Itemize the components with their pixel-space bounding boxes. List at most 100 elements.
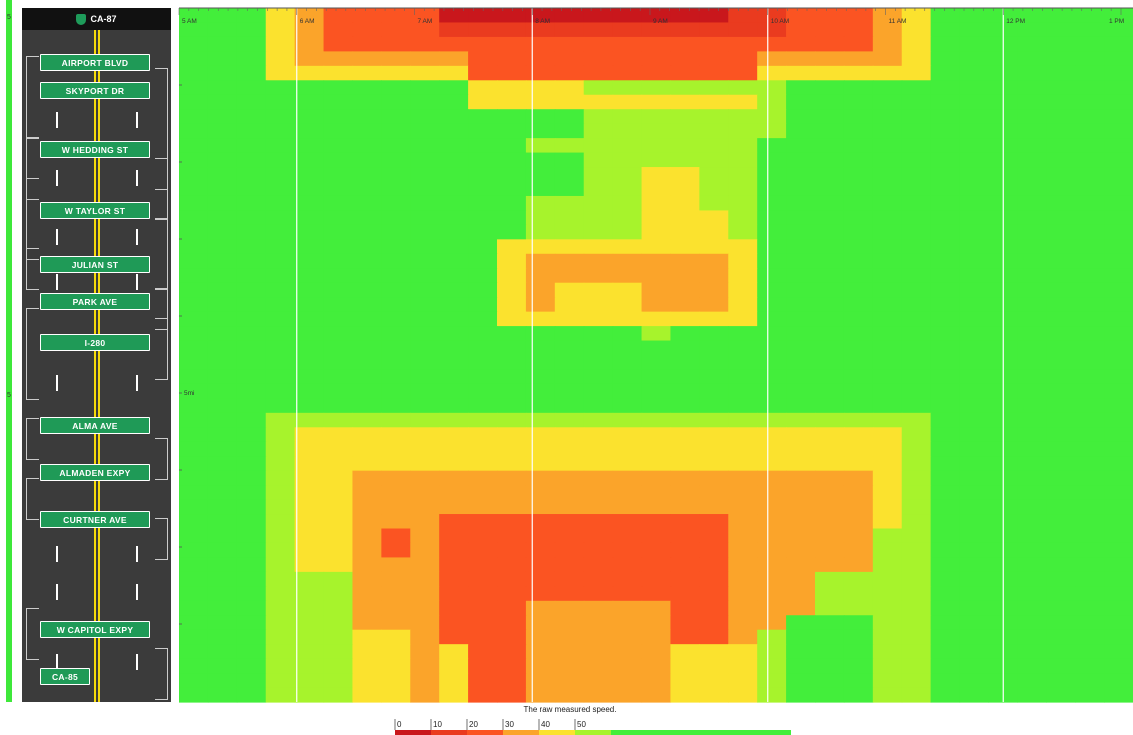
heatmap-cell: [525, 268, 556, 284]
heatmap-cell: [583, 138, 614, 154]
heatmap-cell: [236, 109, 267, 125]
heatmap-cell: [1075, 36, 1105, 52]
heatmap-cell: [381, 239, 411, 255]
heatmap-cell: [583, 412, 614, 428]
heatmap-cell: [930, 514, 961, 530]
heatmap-cell: [1046, 80, 1076, 96]
heatmap-cell: [583, 586, 614, 602]
heatmap-cell: [699, 8, 729, 24]
heatmap-cell: [843, 239, 874, 255]
heatmap-cell: [381, 470, 411, 486]
heatmap-cell: [323, 586, 354, 602]
heatmap-cell: [381, 383, 411, 399]
heatmap-cell: [1104, 51, 1133, 67]
heatmap-cell: [959, 571, 990, 587]
heatmap-cell: [959, 340, 990, 356]
heatmap-cell: [554, 138, 585, 154]
heatmap-cell: [294, 687, 325, 703]
heatmap-cell: [207, 311, 238, 327]
heatmap-cell: [872, 181, 903, 197]
heatmap-cell: [525, 94, 556, 110]
heatmap-cell: [786, 644, 816, 660]
heatmap-cell: [410, 138, 440, 154]
heatmap-cell: [410, 282, 440, 298]
heatmap-cell: [554, 398, 585, 414]
heatmap-cell: [179, 673, 209, 689]
heatmap-cell: [641, 499, 672, 515]
heatmap-cell: [872, 470, 903, 486]
heatmap-cell: [352, 557, 382, 573]
heatmap-cell: [381, 51, 411, 67]
heatmap-cell: [352, 181, 382, 197]
heatmap-cell: [294, 499, 325, 515]
heatmap-cell: [786, 441, 816, 457]
heatmap-cell: [525, 326, 556, 342]
heatmap-cell: [959, 586, 990, 602]
heatmap-cell: [1104, 152, 1133, 168]
lane-dash: [136, 170, 138, 186]
heatmap-cell: [757, 586, 787, 602]
heatmap-cell: [468, 499, 498, 515]
heatmap-cell: [1046, 427, 1076, 443]
heatmap-cell: [728, 658, 758, 674]
heatmap-cell: [207, 398, 238, 414]
heatmap-cell: [236, 499, 267, 515]
heatmap-cell: [554, 514, 585, 530]
heatmap-cell: [352, 571, 382, 587]
ramp-line: [26, 418, 39, 460]
heatmap-cell: [612, 571, 643, 587]
heatmap-cell: [439, 398, 469, 414]
heatmap-cell: [641, 557, 672, 573]
heatmap-cell: [872, 152, 903, 168]
heatmap-cell: [843, 195, 874, 212]
heatmap-cell: [583, 311, 614, 327]
legend-swatch: [395, 730, 431, 735]
heatmap-cell: [1104, 94, 1133, 110]
heatmap-cell: [959, 514, 990, 530]
heatmap-cell: [381, 268, 411, 284]
heatmap-cell: [1075, 658, 1105, 674]
heatmap-cell: [468, 297, 498, 313]
heatmap-cell: [670, 138, 700, 154]
route-header: CA-87: [22, 8, 171, 30]
heatmap-cell: [381, 152, 411, 168]
heatmap-cell: [468, 528, 498, 544]
heatmap-cell: [786, 398, 816, 414]
heatmap-cell: [901, 109, 932, 125]
heatmap-cell: [641, 658, 672, 674]
heatmap-cell: [236, 268, 267, 284]
heatmap-cell: [699, 687, 729, 703]
heatmap-cell: [815, 22, 845, 38]
heatmap-cell: [786, 268, 816, 284]
heatmap-cell: [179, 571, 209, 587]
heatmap-cell: [699, 470, 729, 486]
heatmap-cell: [525, 152, 556, 168]
x-tick-label: 12 PM: [1006, 18, 1025, 25]
heatmap-cell: [179, 109, 209, 125]
heatmap-cell: [843, 326, 874, 342]
heatmap-cell: [786, 383, 816, 399]
heatmap-cell: [699, 615, 729, 631]
heatmap-cell: [179, 239, 209, 255]
heatmap-cell: [872, 340, 903, 356]
heatmap-cell: [815, 441, 845, 457]
heatmap-cell: [670, 282, 700, 298]
heatmap-cell: [901, 80, 932, 96]
heatmap-cell: [670, 528, 700, 544]
heatmap-cell: [641, 412, 672, 428]
heatmap-cell: [525, 22, 556, 38]
heatmap-cell: [670, 557, 700, 573]
heatmap-cell: [468, 658, 498, 674]
x-tick-label: 5 AM: [182, 18, 197, 25]
heatmap-cell: [641, 282, 672, 298]
heatmap-cell: [757, 224, 787, 240]
heatmap-cell: [381, 528, 411, 544]
heatmap-cell: [959, 369, 990, 385]
heatmap-cell: [265, 167, 296, 183]
heatmap-cell: [525, 123, 556, 139]
heatmap-cell: [699, 369, 729, 385]
heatmap-cell: [323, 8, 354, 24]
heatmap-cell: [872, 441, 903, 457]
heatmap-cell: [1046, 326, 1076, 342]
heatmap-cell: [815, 485, 845, 501]
